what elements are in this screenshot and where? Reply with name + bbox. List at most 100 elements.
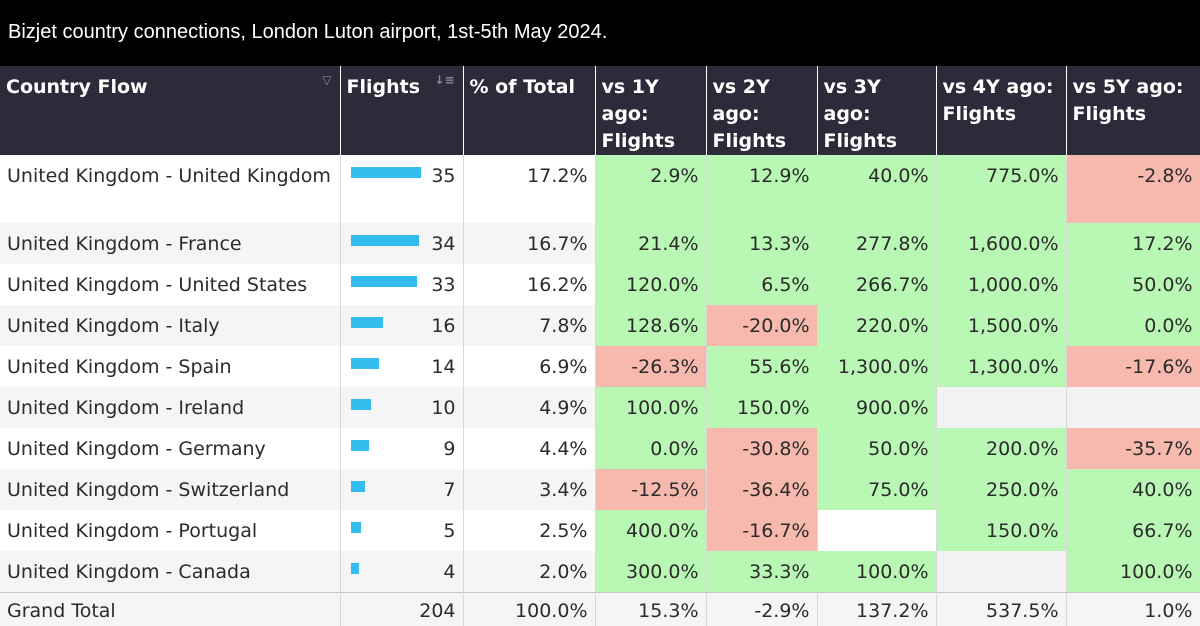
vs-4y-cell: 150.0% — [936, 510, 1067, 551]
table-row[interactable]: United Kingdom - United Kingdom 35 17.2% 2.… — [0, 155, 1200, 223]
pct-total-cell: 17.2% — [463, 155, 596, 223]
flights-value: 7 — [443, 479, 456, 501]
flights-value: 34 — [431, 233, 456, 255]
header-row: Country Flow ▽ Flights ↓≡ % of Total vs … — [0, 66, 1200, 155]
column-header-pct[interactable]: % of Total — [463, 66, 596, 155]
grand-total-row: Grand Total 204 100.0% 15.3% -2.9% 137.2… — [0, 591, 1200, 626]
vs-4y-cell — [936, 387, 1067, 428]
column-header-vs5y[interactable]: vs 5Y ago: Flights — [1066, 66, 1200, 155]
table-row[interactable]: United Kingdom - Canada 4 2.0% 300.0% 33.3% 1… — [0, 551, 1200, 592]
vs-5y-cell: 40.0% — [1066, 469, 1200, 510]
pct-total-cell: 16.7% — [463, 223, 596, 264]
flights-value: 16 — [431, 315, 456, 337]
flights-bar — [350, 167, 421, 178]
table-row[interactable]: United Kingdom - Italy 16 7.8% 128.6% -20.0%… — [0, 305, 1200, 346]
pct-total-cell: 2.0% — [463, 551, 596, 592]
vs-1y-cell: 400.0% — [595, 510, 707, 551]
country-flow-cell: United Kingdom - Spain — [0, 346, 341, 387]
vs-4y-cell: 775.0% — [936, 155, 1067, 223]
vs-3y-cell: 100.0% — [817, 551, 937, 592]
flights-bar — [350, 235, 419, 246]
table-row[interactable]: United Kingdom - Spain 14 6.9% -26.3% 55.6% 1… — [0, 346, 1200, 387]
flights-cell: 5 — [340, 510, 464, 551]
pct-total-cell: 4.9% — [463, 387, 596, 428]
column-header-label: Flights — [346, 76, 421, 98]
table-row[interactable]: United Kingdom - Portugal 5 2.5% 400.0% -16.… — [0, 510, 1200, 551]
vs-2y-cell: -16.7% — [706, 510, 818, 551]
vs-2y-cell: -36.4% — [706, 469, 818, 510]
country-flow-cell: United Kingdom - France — [0, 223, 341, 264]
column-header-country[interactable]: Country Flow ▽ — [0, 66, 341, 155]
vs-3y-cell: 277.8% — [817, 223, 937, 264]
flights-value: 10 — [431, 397, 456, 419]
vs-2y-cell: 55.6% — [706, 346, 818, 387]
table-row[interactable]: United Kingdom - France 34 16.7% 21.4% 13.3%… — [0, 223, 1200, 264]
vs-1y-cell: 2.9% — [595, 155, 707, 223]
table-row[interactable]: United Kingdom - Germany 9 4.4% 0.0% -30.8% 5… — [0, 428, 1200, 469]
vs-5y-cell: 17.2% — [1066, 223, 1200, 264]
pct-total-cell: 6.9% — [463, 346, 596, 387]
chart-title: Bizjet country connections, London Luton… — [8, 21, 608, 43]
vs-3y-cell: 40.0% — [817, 155, 937, 223]
flights-cell: 10 — [340, 387, 464, 428]
table-row[interactable]: United Kingdom - Switzerland 7 3.4% -12.5% -… — [0, 469, 1200, 510]
grand-total-vs1y: 15.3% — [595, 591, 707, 626]
vs-3y-cell: 266.7% — [817, 264, 937, 305]
pct-total-cell: 4.4% — [463, 428, 596, 469]
flights-bar — [350, 358, 379, 369]
flights-value: 35 — [431, 165, 456, 187]
filter-icon[interactable]: ▽ — [322, 73, 332, 87]
table-row[interactable]: United Kingdom - Ireland 10 4.9% 100.0% 150.… — [0, 387, 1200, 428]
country-flow-cell: United Kingdom - Germany — [0, 428, 341, 469]
vs-4y-cell: 1,300.0% — [936, 346, 1067, 387]
country-flow-cell: United Kingdom - Portugal — [0, 510, 341, 551]
country-flow-cell: United Kingdom - Ireland — [0, 387, 341, 428]
sort-descending-icon[interactable]: ↓≡ — [434, 73, 455, 87]
column-header-label: vs 2Y ago: Flights — [712, 76, 787, 152]
grand-total-vs2y: -2.9% — [706, 591, 818, 626]
column-header-vs3y[interactable]: vs 3Y ago: Flights — [817, 66, 937, 155]
vs-2y-cell: 33.3% — [706, 551, 818, 592]
column-header-label: Country Flow — [6, 76, 148, 98]
flights-bar — [350, 522, 361, 533]
vs-5y-cell: 50.0% — [1066, 264, 1200, 305]
grand-total-pct: 100.0% — [463, 591, 596, 626]
column-header-vs2y[interactable]: vs 2Y ago: Flights — [706, 66, 818, 155]
flights-cell: 34 — [340, 223, 464, 264]
flights-bar — [350, 563, 359, 574]
column-header-vs1y[interactable]: vs 1Y ago: Flights — [595, 66, 707, 155]
column-header-label: vs 1Y ago: Flights — [601, 76, 676, 152]
vs-5y-cell — [1066, 387, 1200, 428]
grand-total-vs3y: 137.2% — [817, 591, 937, 626]
vs-4y-cell: 1,000.0% — [936, 264, 1067, 305]
vs-1y-cell: -26.3% — [595, 346, 707, 387]
country-flow-cell: United Kingdom - Switzerland — [0, 469, 341, 510]
pct-total-cell: 3.4% — [463, 469, 596, 510]
pct-total-cell: 16.2% — [463, 264, 596, 305]
vs-5y-cell: -17.6% — [1066, 346, 1200, 387]
country-flow-cell: United Kingdom - United States — [0, 264, 341, 305]
flights-cell: 4 — [340, 551, 464, 592]
vs-3y-cell: 50.0% — [817, 428, 937, 469]
column-header-vs4y[interactable]: vs 4Y ago: Flights — [936, 66, 1067, 155]
column-header-label: vs 3Y ago: Flights — [823, 76, 898, 152]
column-header-label: % of Total — [469, 76, 576, 98]
flights-bar — [350, 481, 365, 492]
flights-cell: 35 — [340, 155, 464, 223]
table-row[interactable]: United Kingdom - United States 33 16.2% 120… — [0, 264, 1200, 305]
vs-1y-cell: 128.6% — [595, 305, 707, 346]
flights-cell: 16 — [340, 305, 464, 346]
vs-2y-cell: -30.8% — [706, 428, 818, 469]
vs-4y-cell: 200.0% — [936, 428, 1067, 469]
pct-total-cell: 2.5% — [463, 510, 596, 551]
grand-total-flights: 204 — [340, 591, 464, 626]
column-header-flights[interactable]: Flights ↓≡ — [340, 66, 464, 155]
vs-2y-cell: 150.0% — [706, 387, 818, 428]
vs-4y-cell — [936, 551, 1067, 592]
data-table: Country Flow ▽ Flights ↓≡ % of Total vs … — [0, 66, 1200, 626]
vs-5y-cell: 66.7% — [1066, 510, 1200, 551]
vs-1y-cell: 100.0% — [595, 387, 707, 428]
flights-cell: 14 — [340, 346, 464, 387]
flights-value: 9 — [443, 438, 456, 460]
vs-5y-cell: 100.0% — [1066, 551, 1200, 592]
